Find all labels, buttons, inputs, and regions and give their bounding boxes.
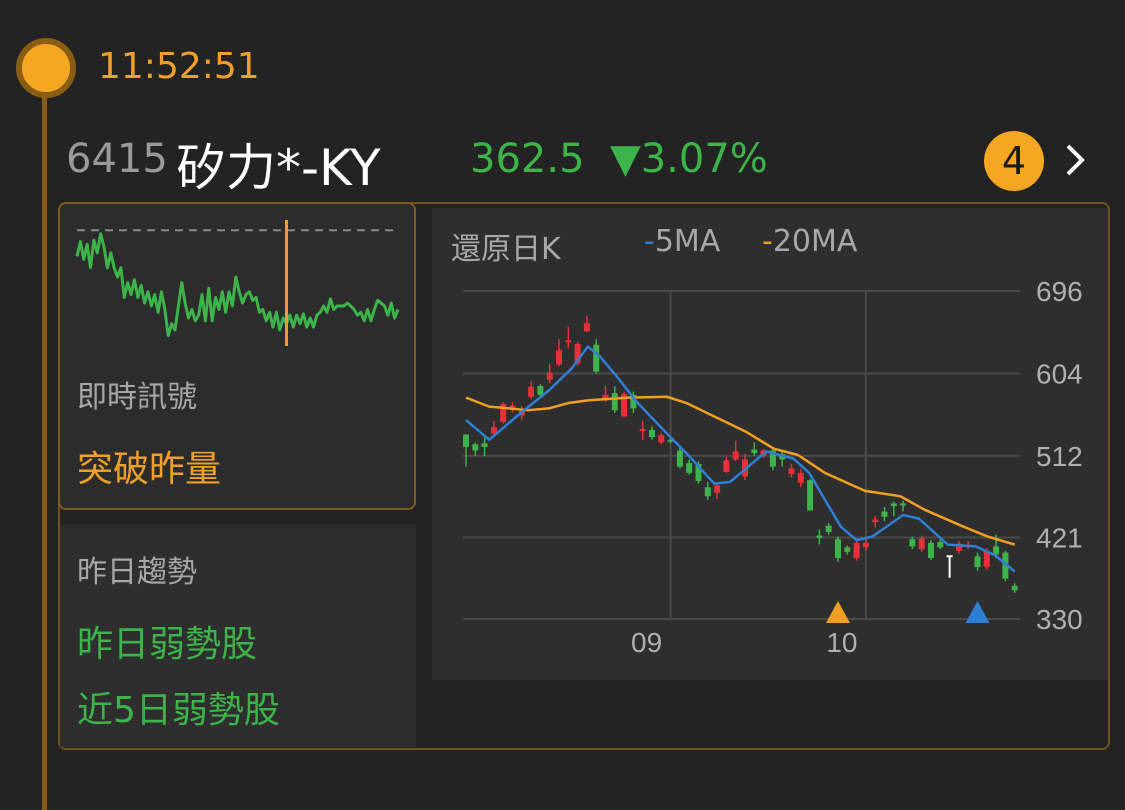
candle-body [621,394,628,417]
candle-body [686,463,693,473]
timeline-dot-icon [16,38,76,98]
chevron-right-icon[interactable] [1060,140,1090,180]
candle-body [481,443,488,447]
candle-body [714,485,721,493]
y-tick-label: 421 [1036,522,1083,553]
candle-body [835,539,841,559]
candle-body [807,480,814,511]
stock-price: 362.5 ▼3.07% [470,136,768,182]
candle-body [695,463,702,481]
candle-body [556,350,562,365]
candle-body [593,344,600,372]
candle-body [732,451,739,460]
candle-body [546,372,553,380]
candle-body [583,323,590,332]
candle-body [602,394,609,401]
candle-body [751,449,758,454]
candle-body [928,542,934,559]
trend-label: 昨日趨勢 [77,555,197,590]
kline-chart: 696 604 512 421 330 09 10 [463,276,1083,658]
candle-body [769,450,776,467]
y-tick-label: 696 [1036,276,1083,307]
candle-body [649,429,655,438]
y-tick-label: 330 [1036,604,1083,635]
signal-panel: 即時訊號 突破昨量 [58,202,416,510]
candle-body [630,394,637,409]
timeline-line [42,90,47,810]
candle-body [676,450,683,467]
candle-body [918,538,925,550]
signal-value: 突破昨量 [77,449,222,490]
price-line [75,232,400,338]
ma5-line [465,345,1016,573]
candle-body [658,435,665,443]
candle-body [937,541,944,548]
candle-body [565,340,572,343]
stock-code: 6415 [66,136,168,182]
trend-item: 昨日弱勢股 [77,624,258,665]
candle-body [611,393,618,411]
signal-label: 即時訊號 [77,380,197,415]
candle-body [667,439,674,442]
x-tick-label: 10 [826,627,857,658]
alert-time: 11:52:51 [98,46,260,87]
candle-body [490,427,497,434]
candle-body [983,550,990,568]
candle-body [900,503,907,506]
candle-body [872,519,879,523]
candle-body [909,539,916,547]
y-tick-label: 604 [1036,358,1083,389]
stock-name[interactable]: 矽力*-KY [176,139,381,197]
candle-body [500,403,507,422]
alert-count-badge[interactable]: 4 [984,131,1044,191]
candle-body [528,386,535,397]
candle-body [881,511,888,517]
candle-body [574,343,581,364]
legend-20ma: -20MA [762,224,858,259]
sell-signal-triangle-icon [965,601,990,623]
candle-body [788,468,795,474]
candle-body [825,525,832,533]
kline-chart-panel[interactable]: 還原日K -5MA -20MA 696 604 512 421 330 09 10 [432,208,1108,680]
candle-body [1011,585,1018,591]
candle-body [537,385,544,395]
buy-signal-triangle-icon [826,601,850,623]
legend-dash-icon: - [762,224,773,259]
candle-body [463,434,469,447]
candle-body [816,535,823,538]
trend-item: 近5日弱勢股 [77,690,280,731]
candle-body [639,429,646,432]
y-tick-label: 512 [1036,441,1083,472]
price-value: 362.5 [470,136,585,182]
candle-body [955,543,962,551]
candle-body [704,487,711,497]
trend-panel: 昨日趨勢 昨日弱勢股 近5日弱勢股 [60,525,416,747]
intraday-sparkline [75,220,400,346]
candle-body [1002,552,1009,579]
legend-5ma: -5MA [644,224,721,259]
candle-body [862,542,869,548]
candle-body [472,444,479,451]
x-tick-label: 09 [631,627,662,658]
ma20-line [465,395,1016,546]
candle-body [890,503,897,507]
candle-body [993,546,1000,555]
candle-body [844,547,851,552]
candle-body [853,542,860,559]
candle-body [723,460,730,473]
chart-title: 還原日K [451,232,561,267]
candle-body [974,556,981,568]
price-change: ▼3.07% [609,136,768,182]
candle-body [797,472,804,483]
legend-dash-icon: - [644,224,655,259]
